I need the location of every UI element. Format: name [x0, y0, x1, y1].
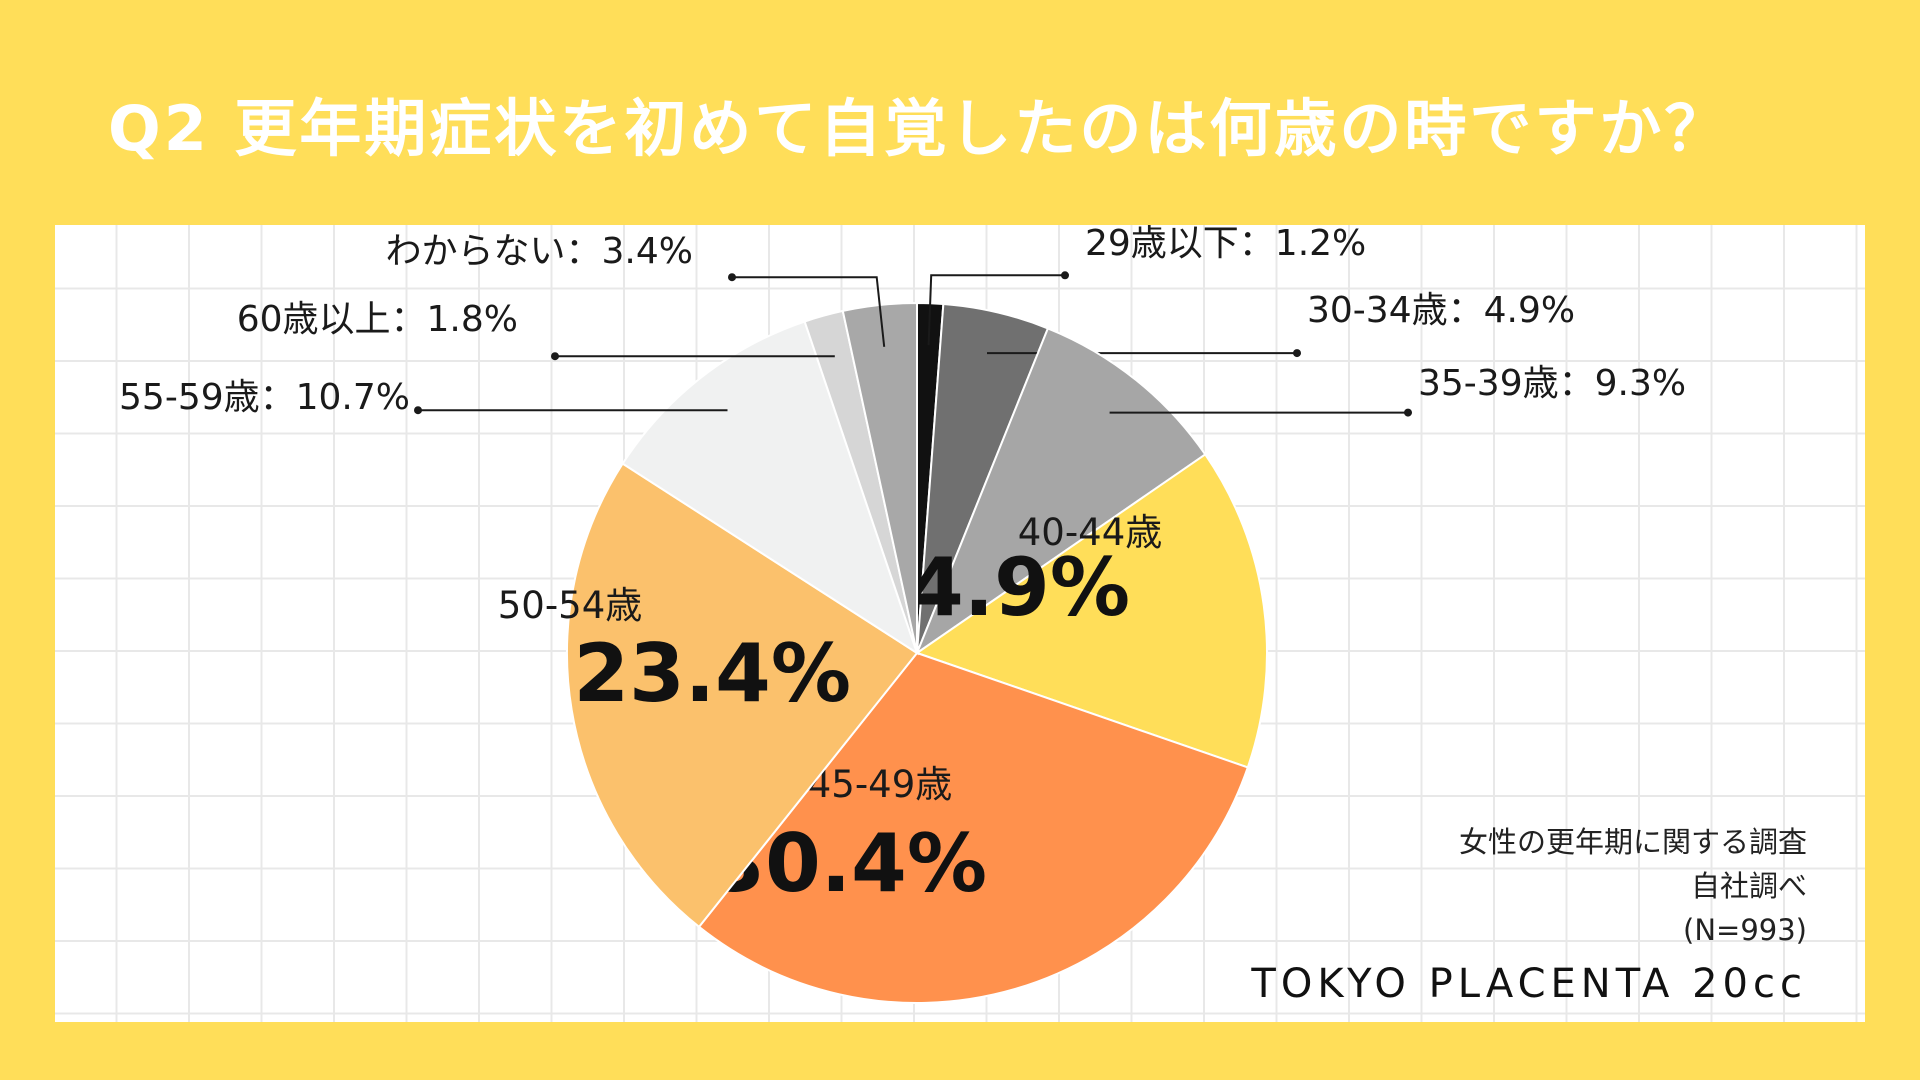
survey-name: 女性の更年期に関する調査: [1458, 825, 1807, 859]
leader-dot-8: [728, 273, 736, 282]
pie-chart: 29歳以下：1.2%30-34歳：4.9%35-39歳：9.3%40-44歳14…: [119, 225, 1686, 1004]
slice-category-3: 40-44歳: [1018, 511, 1163, 554]
slice-category-5: 50-54歳: [498, 584, 643, 627]
chart-panel: 29歳以下：1.2% 30-34歳：4.9% 35-39歳：9.3% 40-44歳 14…: [55, 225, 1865, 1022]
slice-category-4: 45-49歳: [808, 763, 953, 806]
chart-title: Q2 更年期症状を初めて自覚したのは何歳の時ですか？: [108, 92, 1730, 165]
pie-slice-6: [621, 320, 919, 656]
brand-logo: TOKYO PLACENTA 20cc: [1251, 961, 1807, 1007]
leader-line-8: [732, 276, 886, 347]
leader-line-0: [927, 274, 1065, 346]
slice-label-8: わからない：3.4%: [386, 231, 693, 272]
pie-slice-4: [697, 651, 1250, 1004]
slice-label-7: 60歳以上：1.8%: [237, 299, 518, 340]
sample-size: (N=993): [1683, 913, 1807, 947]
slice-label-6: 55-59歳：10.7%: [119, 377, 410, 418]
slice-label-1: 30-34歳：4.9%: [1307, 290, 1575, 331]
slice-label-2: 35-39歳：9.3%: [1418, 363, 1686, 404]
slice-label-0: 29歳以下：1.2%: [1085, 225, 1366, 264]
leader-dot-7: [551, 352, 559, 361]
slice-value-5: 23.4%: [573, 627, 851, 720]
leader-dot-6: [414, 406, 422, 415]
leader-dot-2: [1404, 408, 1412, 417]
pie-slice-3: [914, 453, 1268, 769]
pie-slice-5: [566, 462, 919, 929]
survey-method: 自社調べ: [1690, 869, 1807, 903]
leader-dot-0: [1061, 271, 1069, 280]
survey-source: 女性の更年期に関する調査 自社調べ (N=993): [1459, 820, 1807, 952]
pie-slice-2: [914, 327, 1207, 656]
leader-dot-1: [1293, 349, 1301, 358]
